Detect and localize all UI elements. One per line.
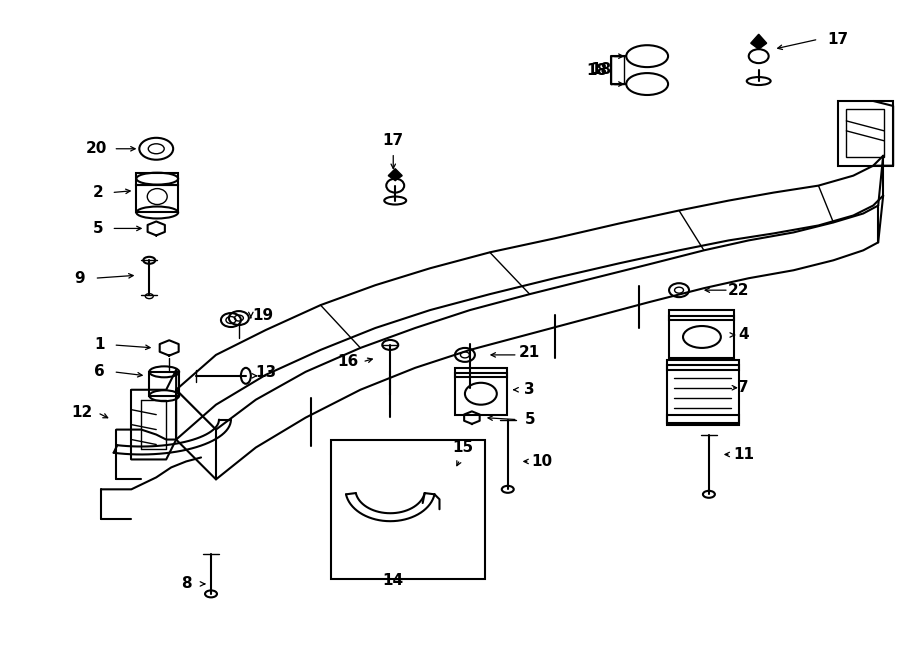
Bar	[667, 365, 739, 422]
Text: 22: 22	[728, 283, 750, 297]
Polygon shape	[751, 34, 767, 49]
Text: 1: 1	[94, 337, 104, 352]
Text: 17: 17	[382, 134, 404, 148]
Text: 16: 16	[338, 354, 359, 369]
Bar	[455, 368, 507, 377]
Polygon shape	[388, 169, 402, 180]
Text: 11: 11	[734, 447, 754, 462]
Text: 4: 4	[738, 327, 749, 342]
Text: 19: 19	[252, 307, 274, 323]
Bar	[667, 414, 739, 424]
Text: 17: 17	[828, 32, 849, 47]
Text: 8: 8	[181, 576, 192, 592]
Text: 20: 20	[86, 141, 107, 156]
Bar	[669, 316, 734, 358]
Text: 21: 21	[519, 346, 540, 360]
Text: 14: 14	[382, 574, 404, 588]
Text: 3: 3	[525, 382, 535, 397]
Bar	[330, 440, 485, 579]
Text: 9: 9	[75, 271, 85, 286]
Bar	[846, 109, 884, 157]
Text: 10: 10	[531, 454, 553, 469]
Text: 12: 12	[71, 405, 92, 420]
Bar	[667, 360, 739, 370]
Text: 5: 5	[94, 221, 104, 236]
Bar	[669, 310, 734, 320]
Bar	[149, 372, 179, 396]
Text: 13: 13	[256, 366, 276, 380]
Text: 2: 2	[93, 185, 104, 200]
Text: 5: 5	[525, 412, 535, 427]
Text: 7: 7	[738, 380, 749, 395]
Bar	[136, 184, 178, 212]
Text: 6: 6	[94, 364, 105, 379]
Text: 18: 18	[586, 63, 607, 77]
Text: 18: 18	[590, 61, 612, 77]
Bar	[839, 101, 893, 166]
Bar	[455, 373, 507, 414]
Text: 15: 15	[453, 440, 473, 455]
Bar	[136, 173, 178, 184]
